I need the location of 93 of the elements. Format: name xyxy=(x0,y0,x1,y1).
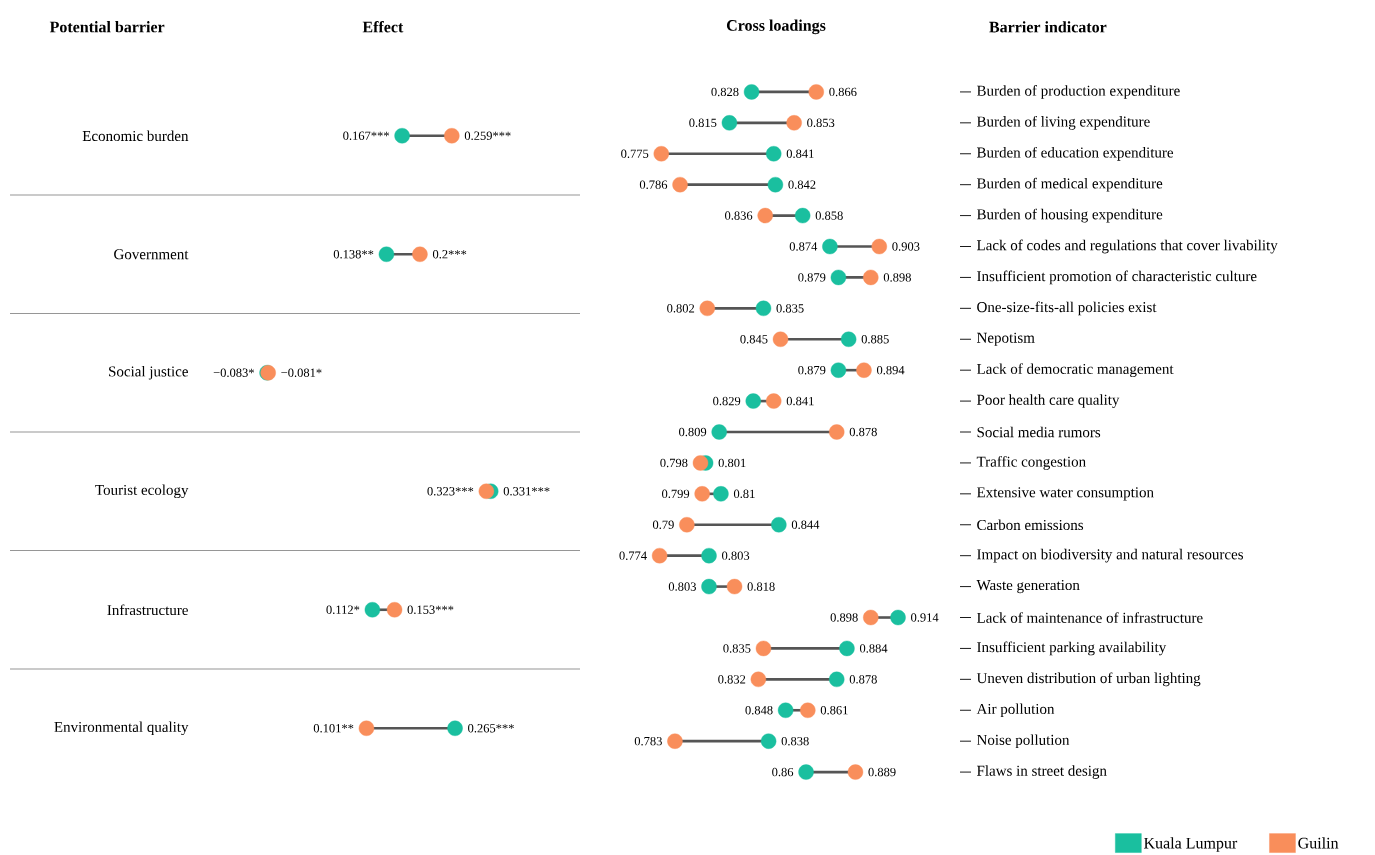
data-label: 0.153*** xyxy=(407,605,454,615)
data-label: 0.874 xyxy=(789,242,818,251)
data-label: 0.829 xyxy=(713,396,741,406)
y-tick-label: Burden of living expenditure xyxy=(976,116,1150,130)
data-label: 0.809 xyxy=(679,427,707,437)
data-label: 0.331*** xyxy=(503,487,550,496)
y-axis-title: Potential barrier xyxy=(49,21,165,33)
data-label: 0.798 xyxy=(660,458,688,468)
data-label: 0.898 xyxy=(830,613,858,622)
data-label: 0.878 xyxy=(849,675,877,684)
data-label: 0.803 xyxy=(722,551,750,561)
y-tick-label: Infrastructure xyxy=(107,604,188,616)
data-label: 0.265*** xyxy=(468,724,514,733)
y-tick-label: Impact on biodiversity and natural resources xyxy=(977,548,1244,563)
data-label: 0.889 xyxy=(868,767,896,777)
data-label: 0.835 xyxy=(776,304,804,313)
data-label: 0.879 xyxy=(798,273,826,282)
data-label: 0.167*** xyxy=(343,131,389,141)
data-label: 0.801 xyxy=(718,458,746,468)
data-label: 0.845 xyxy=(740,335,768,344)
y-tick-label: Traffic congestion xyxy=(976,456,1086,470)
y-tick-label: Noise pollution xyxy=(976,734,1070,749)
y-tick-label: Air pollution xyxy=(976,703,1055,718)
y-tick-label: Economic burden xyxy=(82,130,189,142)
y-tick-label: Burden of housing expenditure xyxy=(976,208,1163,223)
data-label: 0.842 xyxy=(788,180,816,190)
data-label: 0.323*** xyxy=(427,487,474,496)
y-tick-label: Lack of codes and regulations that cover livability xyxy=(976,239,1278,254)
data-label: 0.841 xyxy=(786,396,814,406)
y-tick-label: Burden of medical expenditure xyxy=(976,177,1163,192)
data-label: 0.836 xyxy=(725,211,753,220)
data-label: 0.866 xyxy=(829,87,857,97)
data-label: 0.879 xyxy=(798,366,826,375)
y-tick-label: Insufficient parking availability xyxy=(977,641,1167,656)
y-tick-label: Government xyxy=(114,249,189,260)
legend-label: Guilin xyxy=(1298,837,1339,849)
data-label: 0.853 xyxy=(807,118,835,128)
data-label: 0.802 xyxy=(667,304,695,313)
data-label: 0.783 xyxy=(634,737,662,746)
data-label: 0.841 xyxy=(786,149,814,159)
y-tick-label: One-size-fits-all policies exist xyxy=(977,301,1157,316)
y-tick-label: Waste generation xyxy=(976,580,1080,594)
y-tick-label: Lack of maintenance of infrastructure xyxy=(976,612,1203,623)
data-label: −0.083* xyxy=(213,368,254,378)
data-label: 0.848 xyxy=(745,706,773,715)
data-label: 0.786 xyxy=(639,180,668,190)
data-label: 0.2*** xyxy=(432,250,467,259)
data-label: 0.81 xyxy=(733,489,755,499)
data-label: 0.884 xyxy=(859,644,888,653)
data-label: 0.835 xyxy=(723,644,751,653)
chart-title: Cross loadings xyxy=(726,19,826,35)
data-label: 0.914 xyxy=(911,613,939,622)
data-label: 0.878 xyxy=(849,427,877,437)
data-label: 0.775 xyxy=(621,149,649,159)
y-tick-label: Environmental quality xyxy=(54,721,189,736)
data-label: 0.818 xyxy=(747,582,775,591)
y-tick-label: Poor health care quality xyxy=(976,394,1120,409)
y-axis-title: Barrier indicator xyxy=(989,21,1107,33)
data-label: 0.138** xyxy=(333,250,374,259)
data-label: 0.799 xyxy=(662,489,690,499)
y-tick-label: Insufficient promotion of characteristic culture xyxy=(977,270,1257,285)
y-tick-label: Lack of democratic management xyxy=(976,363,1174,378)
data-label: 0.858 xyxy=(815,211,843,220)
data-label: 0.885 xyxy=(861,335,889,344)
data-label: 0.898 xyxy=(883,273,911,282)
data-label: −0.081* xyxy=(281,368,322,378)
y-tick-label: Social justice xyxy=(109,366,188,380)
chart-title: Effect xyxy=(362,21,404,33)
data-label: 0.112* xyxy=(326,605,360,615)
y-tick-label: Social media rumors xyxy=(977,426,1101,438)
y-tick-label: Burden of production expenditure xyxy=(976,85,1180,99)
data-label: 0.903 xyxy=(892,242,920,251)
data-label: 0.832 xyxy=(718,675,746,684)
y-tick-label: Carbon emissions xyxy=(977,519,1084,531)
data-label: 0.86 xyxy=(772,767,794,777)
data-label: 0.844 xyxy=(791,520,820,530)
y-tick-label: Nepotism xyxy=(976,332,1035,346)
y-tick-label: Uneven distribution of urban lighting xyxy=(976,672,1201,687)
data-label: 0.894 xyxy=(876,366,905,375)
data-label: 0.774 xyxy=(619,551,647,561)
y-tick-label: Extensive water consumption xyxy=(976,487,1154,501)
y-tick-label: Burden of education expenditure xyxy=(976,147,1174,161)
legend-label: Kuala Lumpur xyxy=(1143,837,1238,852)
data-label: 0.259*** xyxy=(464,131,511,141)
data-label: 0.803 xyxy=(668,582,696,591)
y-tick-label: Tourist ecology xyxy=(95,484,189,499)
data-label: 0.861 xyxy=(820,706,848,715)
data-label: 0.828 xyxy=(711,87,739,97)
data-label: 0.815 xyxy=(689,118,717,128)
y-tick-label: Flaws in street design xyxy=(976,765,1107,780)
data-label: 0.838 xyxy=(781,737,809,746)
data-label: 0.79 xyxy=(652,520,674,530)
data-label: 0.101** xyxy=(313,724,354,733)
